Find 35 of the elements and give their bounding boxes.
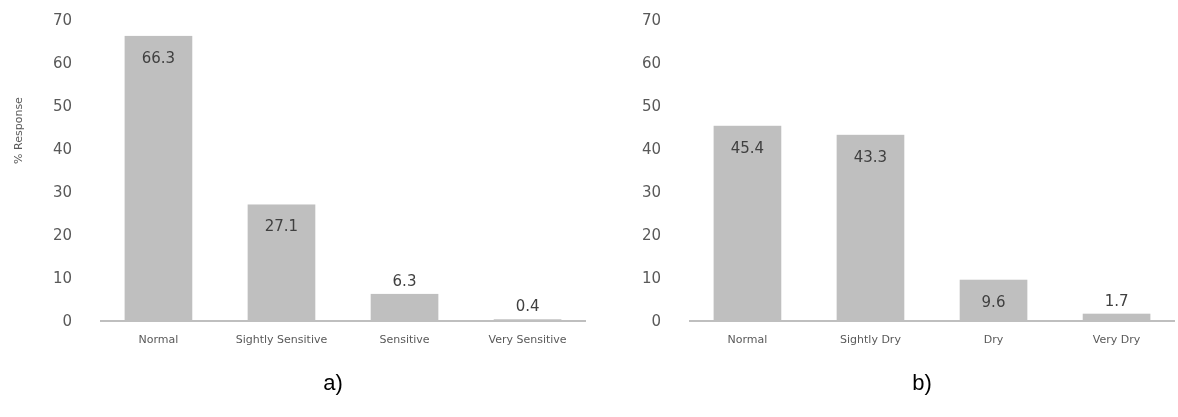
y-tick-label: 70: [52, 11, 72, 30]
y-tick-label: 40: [641, 140, 661, 159]
y-tick-label: 30: [641, 183, 661, 202]
y-tick-label: 70: [641, 11, 661, 30]
y-tick-label: 30: [52, 183, 72, 202]
data-label: 43.3: [853, 147, 888, 166]
data-label: 66.3: [141, 48, 176, 67]
y-tick-label: 40: [52, 140, 72, 159]
y-tick-label: 0: [62, 312, 72, 331]
x-tick-label: Very Dry: [1092, 333, 1141, 346]
x-tick-label: Sightly Sensitive: [235, 333, 328, 346]
y-tick-label: 60: [641, 54, 661, 73]
data-label: 9.6: [981, 292, 1006, 311]
y-tick-label: 60: [52, 54, 72, 73]
text: a): [323, 370, 343, 395]
x-tick-label: Normal: [138, 333, 179, 346]
x-tick-label: Sightly Dry: [840, 333, 902, 346]
data-label: 45.4: [730, 138, 765, 157]
x-tick-label: Very Sensitive: [488, 333, 567, 346]
x-tick-label: Sensitive: [379, 333, 430, 346]
data-label: 0.4: [515, 297, 540, 316]
y-tick-label: 20: [52, 226, 72, 245]
data-label: 1.7: [1104, 291, 1129, 310]
y-tick-label: 50: [52, 97, 72, 116]
y-tick-label: 50: [641, 97, 661, 116]
y-tick-label: 20: [641, 226, 661, 245]
y-tick-label: 10: [641, 269, 661, 288]
data-label: 6.3: [392, 271, 417, 290]
y-tick-label: 0: [651, 312, 661, 331]
y-axis-title: % Response: [12, 96, 25, 164]
y-tick-label: 10: [52, 269, 72, 288]
x-tick-label: Dry: [983, 333, 1004, 346]
text: b): [912, 370, 932, 395]
x-tick-label: Normal: [727, 333, 768, 346]
data-label: 27.1: [264, 217, 299, 236]
